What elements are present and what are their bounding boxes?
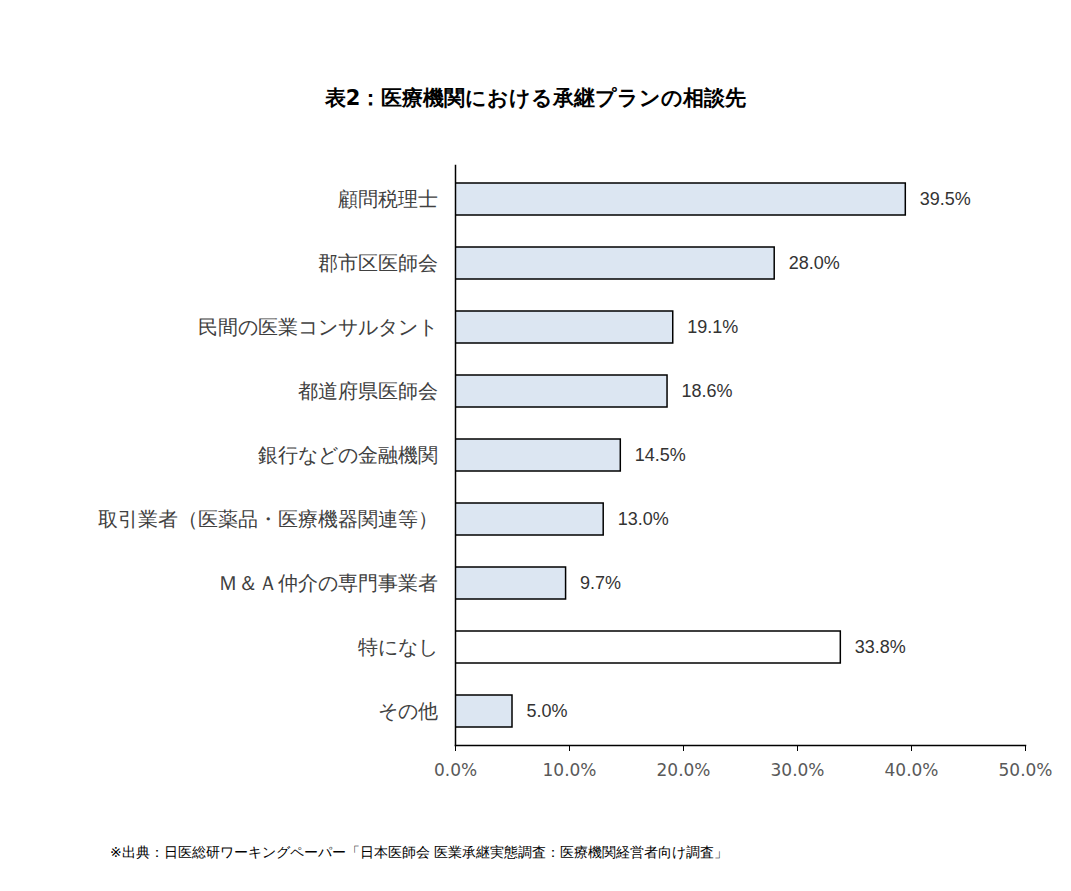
svg-text:10.0%: 10.0%: [542, 760, 596, 780]
svg-text:18.6%: 18.6%: [682, 381, 733, 401]
svg-text:Ｍ＆Ａ仲介の専門事業者: Ｍ＆Ａ仲介の専門事業者: [218, 571, 438, 595]
svg-text:50.0%: 50.0%: [998, 760, 1052, 780]
svg-text:取引業者（医薬品・医療機器関連等）: 取引業者（医薬品・医療機器関連等）: [98, 507, 438, 531]
svg-text:13.0%: 13.0%: [618, 509, 669, 529]
svg-text:銀行などの金融機関: 銀行などの金融機関: [258, 443, 438, 467]
svg-text:28.0%: 28.0%: [789, 253, 840, 273]
html-text:※出典：日医総研ワーキングペーパー「日本医師会 医業承継実態: ※出典：日医総研ワーキングペーパー「日本医師会 医業承継実態調査：医療機関経営者…: [110, 844, 729, 860]
svg-text:都道府県医師会: 都道府県医師会: [298, 379, 438, 403]
svg-text:その他: その他: [378, 699, 438, 723]
svg-text:民間の医業コンサルタント: 民間の医業コンサルタント: [198, 315, 438, 339]
svg-text:郡市区医師会: 郡市区医師会: [318, 251, 438, 275]
svg-text:0.0%: 0.0%: [434, 760, 477, 780]
svg-text:14.5%: 14.5%: [635, 445, 686, 465]
svg-text:39.5%: 39.5%: [920, 189, 971, 209]
html-text:表2：医療機関における承継プランの相談先: 表2：医療機関における承継プランの相談先: [324, 86, 747, 110]
svg-text:40.0%: 40.0%: [884, 760, 938, 780]
svg-text:20.0%: 20.0%: [656, 760, 710, 780]
svg-text:9.7%: 9.7%: [580, 573, 621, 593]
svg-text:5.0%: 5.0%: [527, 701, 568, 721]
svg-text:特になし: 特になし: [358, 635, 438, 659]
svg-text:33.8%: 33.8%: [855, 637, 906, 657]
svg-text:顧問税理士: 顧問税理士: [338, 187, 438, 211]
svg-text:30.0%: 30.0%: [770, 760, 824, 780]
svg-text:19.1%: 19.1%: [687, 317, 738, 337]
